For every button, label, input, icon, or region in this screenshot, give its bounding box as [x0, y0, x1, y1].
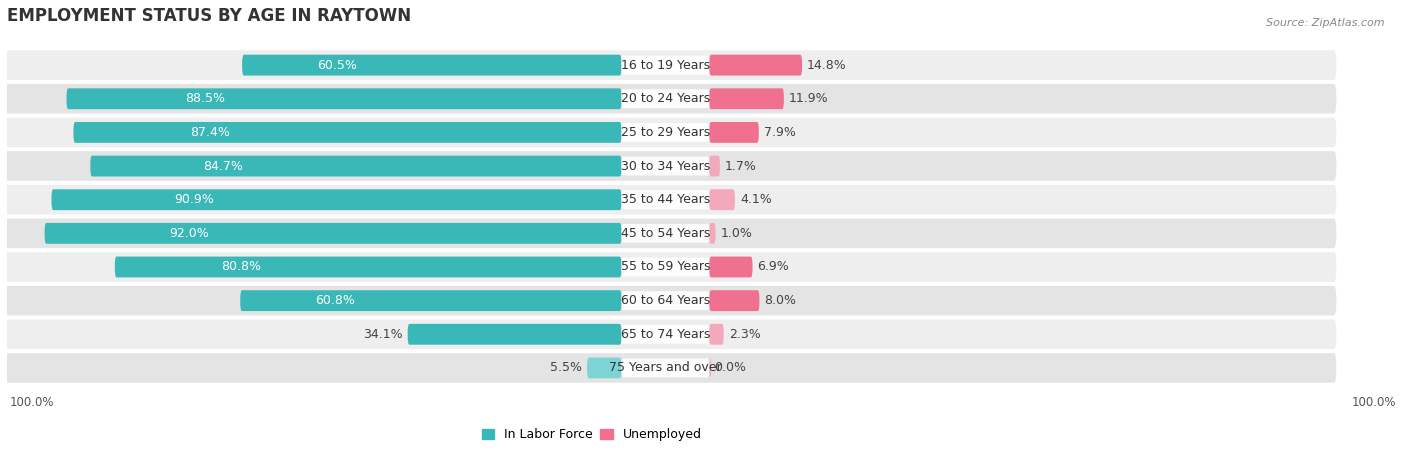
Text: 90.9%: 90.9%: [174, 193, 214, 206]
Text: 5.5%: 5.5%: [550, 361, 582, 374]
FancyBboxPatch shape: [621, 89, 709, 108]
Text: 88.5%: 88.5%: [186, 92, 225, 105]
FancyBboxPatch shape: [0, 185, 1336, 215]
Text: 14.8%: 14.8%: [807, 59, 846, 72]
Text: 11.9%: 11.9%: [789, 92, 828, 105]
FancyBboxPatch shape: [586, 358, 621, 378]
FancyBboxPatch shape: [90, 156, 621, 176]
FancyBboxPatch shape: [709, 88, 785, 109]
FancyBboxPatch shape: [621, 258, 709, 276]
Text: 8.0%: 8.0%: [765, 294, 796, 307]
FancyBboxPatch shape: [709, 223, 716, 244]
FancyBboxPatch shape: [621, 156, 709, 175]
Text: 7.9%: 7.9%: [763, 126, 796, 139]
FancyBboxPatch shape: [73, 122, 621, 143]
Text: 34.1%: 34.1%: [363, 328, 402, 341]
FancyBboxPatch shape: [408, 324, 621, 345]
FancyBboxPatch shape: [621, 55, 709, 74]
FancyBboxPatch shape: [709, 156, 720, 176]
Legend: In Labor Force, Unemployed: In Labor Force, Unemployed: [477, 423, 707, 446]
Text: 60 to 64 Years: 60 to 64 Years: [621, 294, 710, 307]
Text: Source: ZipAtlas.com: Source: ZipAtlas.com: [1267, 18, 1385, 28]
FancyBboxPatch shape: [0, 151, 1336, 181]
Text: 80.8%: 80.8%: [222, 261, 262, 273]
FancyBboxPatch shape: [242, 55, 621, 76]
FancyBboxPatch shape: [709, 358, 711, 378]
Text: 45 to 54 Years: 45 to 54 Years: [620, 227, 710, 240]
Text: 55 to 59 Years: 55 to 59 Years: [620, 261, 710, 273]
FancyBboxPatch shape: [709, 122, 759, 143]
Text: 100.0%: 100.0%: [1351, 396, 1396, 409]
Text: 60.5%: 60.5%: [316, 59, 357, 72]
Text: 65 to 74 Years: 65 to 74 Years: [620, 328, 710, 341]
FancyBboxPatch shape: [0, 353, 1336, 383]
FancyBboxPatch shape: [240, 290, 621, 311]
FancyBboxPatch shape: [709, 55, 801, 76]
Text: 0.0%: 0.0%: [714, 361, 747, 374]
Text: 1.7%: 1.7%: [725, 160, 756, 173]
FancyBboxPatch shape: [52, 189, 621, 210]
Text: 100.0%: 100.0%: [10, 396, 55, 409]
FancyBboxPatch shape: [709, 189, 735, 210]
Text: 35 to 44 Years: 35 to 44 Years: [621, 193, 710, 206]
Text: 2.3%: 2.3%: [728, 328, 761, 341]
FancyBboxPatch shape: [0, 219, 1336, 248]
FancyBboxPatch shape: [621, 359, 709, 377]
FancyBboxPatch shape: [621, 123, 709, 142]
Text: 25 to 29 Years: 25 to 29 Years: [621, 126, 710, 139]
Text: 75 Years and over: 75 Years and over: [609, 361, 721, 374]
FancyBboxPatch shape: [66, 88, 621, 109]
Text: 1.0%: 1.0%: [720, 227, 752, 240]
FancyBboxPatch shape: [115, 257, 621, 277]
Text: 60.8%: 60.8%: [315, 294, 356, 307]
Text: 20 to 24 Years: 20 to 24 Years: [621, 92, 710, 105]
Text: 4.1%: 4.1%: [740, 193, 772, 206]
FancyBboxPatch shape: [0, 84, 1336, 114]
FancyBboxPatch shape: [709, 290, 759, 311]
FancyBboxPatch shape: [45, 223, 621, 244]
FancyBboxPatch shape: [621, 224, 709, 243]
FancyBboxPatch shape: [709, 257, 752, 277]
Text: 92.0%: 92.0%: [169, 227, 208, 240]
Text: 87.4%: 87.4%: [190, 126, 231, 139]
FancyBboxPatch shape: [0, 319, 1336, 349]
Text: 6.9%: 6.9%: [758, 261, 789, 273]
Text: EMPLOYMENT STATUS BY AGE IN RAYTOWN: EMPLOYMENT STATUS BY AGE IN RAYTOWN: [7, 7, 411, 25]
FancyBboxPatch shape: [0, 252, 1336, 282]
FancyBboxPatch shape: [621, 291, 709, 310]
FancyBboxPatch shape: [0, 51, 1336, 80]
FancyBboxPatch shape: [0, 118, 1336, 147]
FancyBboxPatch shape: [709, 324, 724, 345]
Text: 30 to 34 Years: 30 to 34 Years: [621, 160, 710, 173]
Text: 16 to 19 Years: 16 to 19 Years: [621, 59, 710, 72]
FancyBboxPatch shape: [621, 325, 709, 344]
FancyBboxPatch shape: [621, 190, 709, 209]
Text: 84.7%: 84.7%: [204, 160, 243, 173]
FancyBboxPatch shape: [0, 286, 1336, 315]
